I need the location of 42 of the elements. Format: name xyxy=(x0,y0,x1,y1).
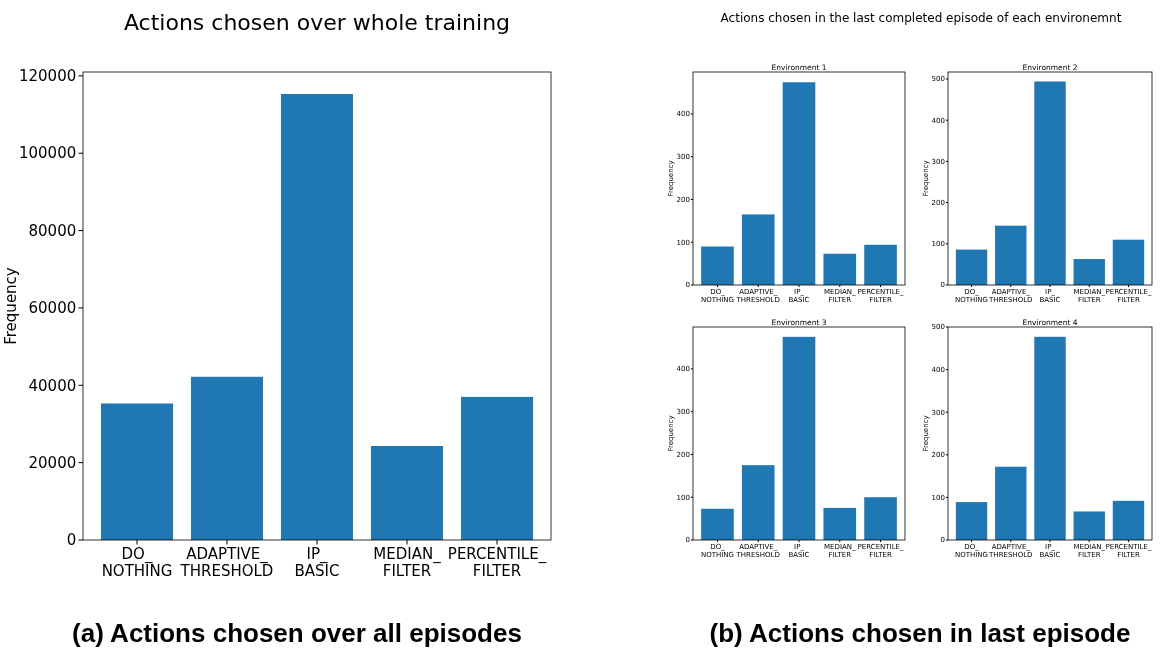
bar xyxy=(864,497,897,540)
bar xyxy=(1034,336,1066,540)
bar xyxy=(995,466,1027,540)
bar xyxy=(995,225,1027,285)
bar xyxy=(461,396,533,540)
bar xyxy=(782,336,816,540)
text: Actions chosen in the last completed episode of each environemnt xyxy=(720,11,1122,25)
text: (b) Actions chosen in last episode xyxy=(709,618,1131,648)
bar xyxy=(281,94,353,540)
bar xyxy=(1073,259,1105,285)
bar xyxy=(955,502,988,540)
y-tick-label: 20000 xyxy=(28,453,77,472)
x-tick-label: DO_ NOTHING xyxy=(101,544,173,580)
chart-title: Actions chosen over whole training xyxy=(123,10,511,35)
bar xyxy=(101,403,173,540)
bar xyxy=(1112,500,1145,540)
y-tick-label: 40000 xyxy=(28,376,77,395)
x-tick-label: IP_ BASIC xyxy=(294,544,340,580)
y-tick-label: 0 xyxy=(66,531,77,550)
x-tick-label: MEDIAN_ FILTER xyxy=(373,544,442,580)
x-tick-label: PERCENTILE_ FILTER xyxy=(447,544,547,580)
y-axis-title: Frequency xyxy=(2,267,20,345)
text: (a) Actions chosen over all episodes xyxy=(72,618,522,648)
bar xyxy=(823,253,857,285)
x-tick-label: ADAPTIVE_ THRESHOLD xyxy=(179,544,274,580)
y-tick-label: 60000 xyxy=(28,299,77,318)
bar xyxy=(191,376,263,540)
bar xyxy=(1112,239,1145,285)
bar xyxy=(741,214,775,285)
bar xyxy=(955,249,988,285)
y-tick-label: 100000 xyxy=(18,144,77,163)
y-tick-label: 120000 xyxy=(18,67,77,86)
bar xyxy=(864,244,897,285)
bar xyxy=(701,508,734,540)
bar xyxy=(741,465,775,540)
bar xyxy=(1034,81,1066,285)
bar xyxy=(1073,511,1105,540)
y-tick-label: 80000 xyxy=(28,221,77,240)
bar xyxy=(823,507,857,540)
bar xyxy=(371,446,443,540)
bar xyxy=(782,82,816,285)
bar xyxy=(701,246,734,285)
